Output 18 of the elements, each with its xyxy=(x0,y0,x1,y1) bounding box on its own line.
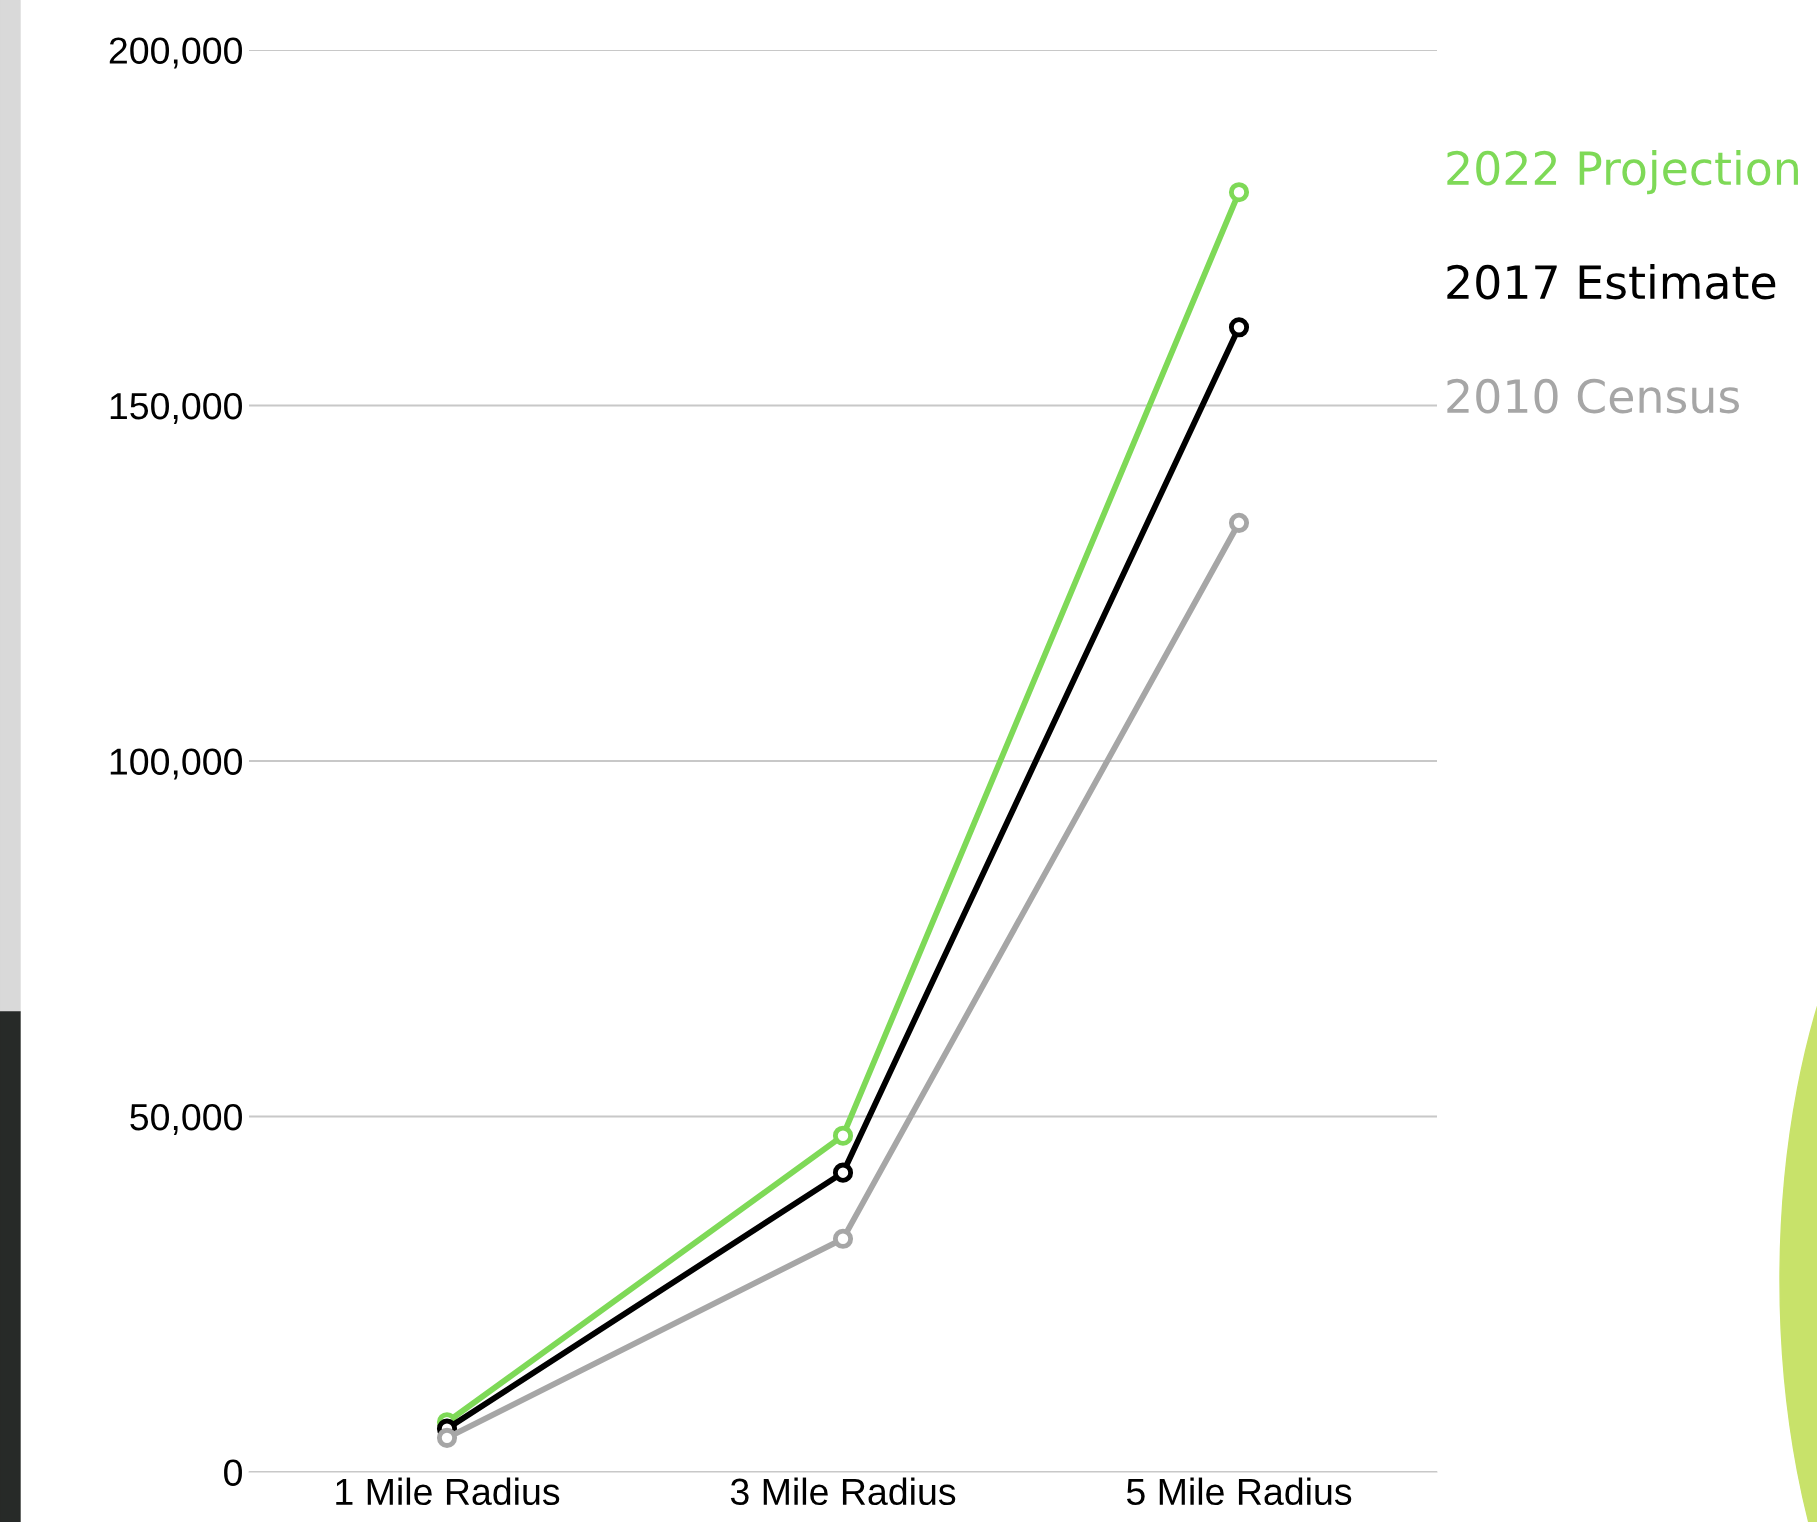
x-tick-label: 5 Mile Radius xyxy=(1126,1477,1352,1506)
point xyxy=(832,1162,854,1183)
point xyxy=(832,1228,854,1249)
x-tick-label: 3 Mile Radius xyxy=(730,1477,956,1506)
y-tick-label: 150,000 xyxy=(110,392,242,424)
point xyxy=(1228,182,1250,203)
text: 2010 Census xyxy=(1447,378,1740,414)
y-tick-label: 50,000 xyxy=(130,1103,242,1135)
point xyxy=(1228,512,1250,533)
text: 2022 Projection xyxy=(1447,150,1798,195)
y-tick-label: 200,000 xyxy=(109,37,242,69)
point xyxy=(832,1125,854,1146)
y-tick-label: 100,000 xyxy=(110,748,242,780)
point xyxy=(1228,317,1250,338)
y-tick-label: 0 xyxy=(224,1459,242,1486)
text: 2017 Estimate xyxy=(1447,264,1776,300)
x-tick-label: 1 Mile Radius xyxy=(336,1477,560,1506)
point xyxy=(436,1427,458,1448)
